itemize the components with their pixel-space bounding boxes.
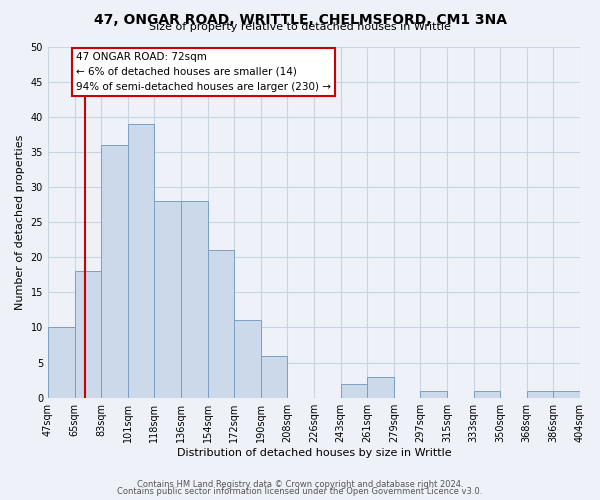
Bar [74, 272, 101, 398]
Text: Contains HM Land Registry data © Crown copyright and database right 2024.: Contains HM Land Registry data © Crown c… [137, 480, 463, 489]
Text: 47 ONGAR ROAD: 72sqm
← 6% of detached houses are smaller (14)
94% of semi-detach: 47 ONGAR ROAD: 72sqm ← 6% of detached ho… [76, 52, 331, 92]
Bar [234, 320, 261, 398]
Bar [154, 201, 181, 398]
Bar [181, 201, 208, 398]
Text: 47, ONGAR ROAD, WRITTLE, CHELMSFORD, CM1 3NA: 47, ONGAR ROAD, WRITTLE, CHELMSFORD, CM1… [94, 12, 506, 26]
Bar [527, 390, 553, 398]
Y-axis label: Number of detached properties: Number of detached properties [15, 134, 25, 310]
Bar [101, 145, 128, 398]
Bar [367, 376, 394, 398]
Bar [208, 250, 234, 398]
Bar [128, 124, 154, 398]
Bar [421, 390, 447, 398]
Bar [341, 384, 367, 398]
Bar [473, 390, 500, 398]
Bar [553, 390, 580, 398]
Text: Contains public sector information licensed under the Open Government Licence v3: Contains public sector information licen… [118, 487, 482, 496]
Bar [48, 328, 74, 398]
Bar [261, 356, 287, 398]
X-axis label: Distribution of detached houses by size in Writtle: Distribution of detached houses by size … [176, 448, 451, 458]
Text: Size of property relative to detached houses in Writtle: Size of property relative to detached ho… [149, 22, 451, 32]
